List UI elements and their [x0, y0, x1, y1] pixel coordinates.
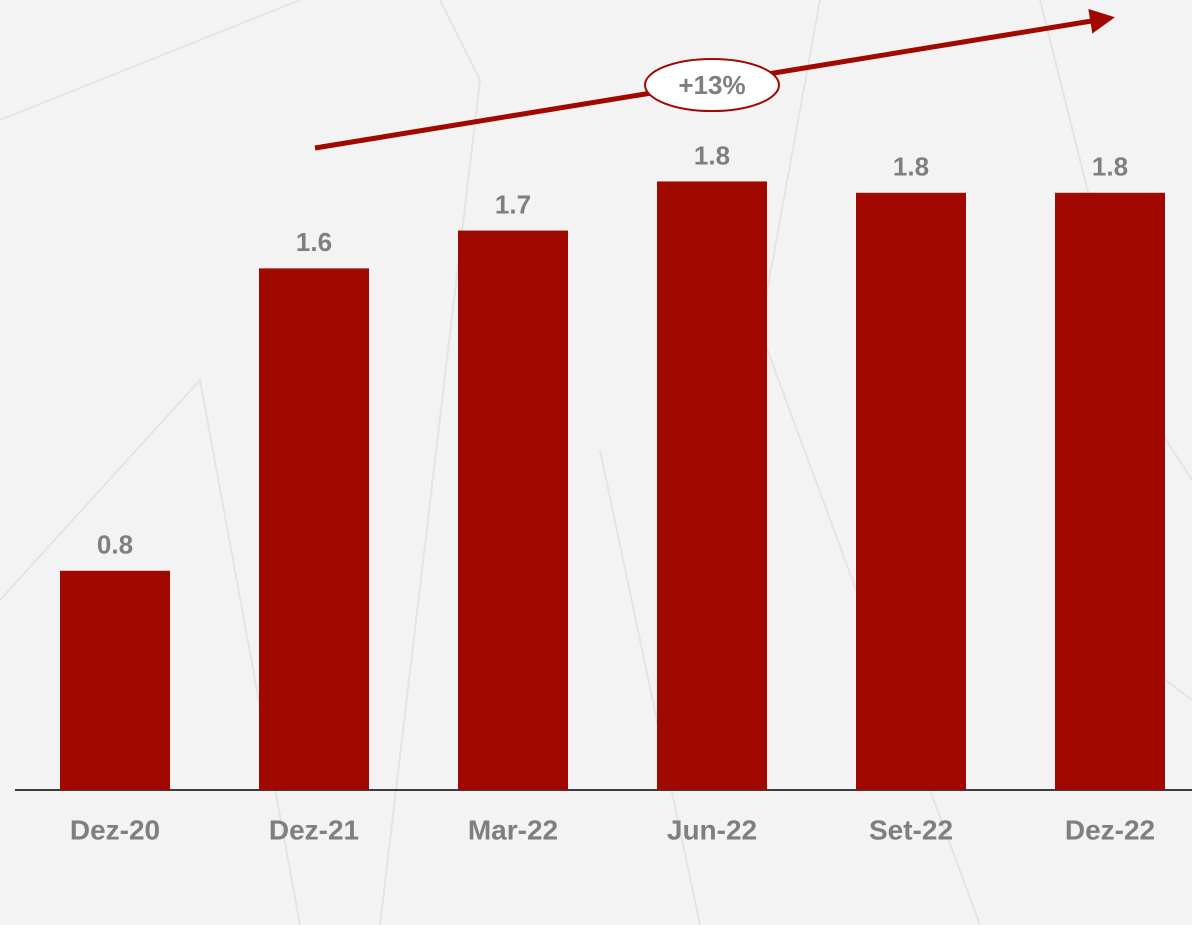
annotation: +13%	[678, 70, 745, 100]
x-tick-label: Mar-22	[468, 814, 558, 845]
x-tick-label: Dez-20	[70, 814, 160, 845]
bar	[1055, 192, 1165, 790]
x-tick-label: Jun-22	[667, 814, 757, 845]
x-tick-label: Dez-22	[1065, 814, 1155, 845]
bar	[856, 192, 966, 790]
value-label: 0.8	[97, 530, 133, 560]
bar	[259, 268, 369, 791]
value-label: 1.8	[893, 152, 929, 182]
value-label: 1.8	[694, 140, 730, 170]
bar	[458, 230, 568, 790]
x-tick-label: Dez-21	[269, 814, 359, 845]
value-label: 1.7	[495, 189, 531, 219]
value-label: 1.8	[1092, 152, 1128, 182]
bar	[60, 570, 170, 790]
x-tick-label: Set-22	[869, 814, 953, 845]
annotation-ellipse	[644, 58, 780, 112]
bar	[657, 181, 767, 790]
value-label: 1.6	[296, 227, 332, 257]
